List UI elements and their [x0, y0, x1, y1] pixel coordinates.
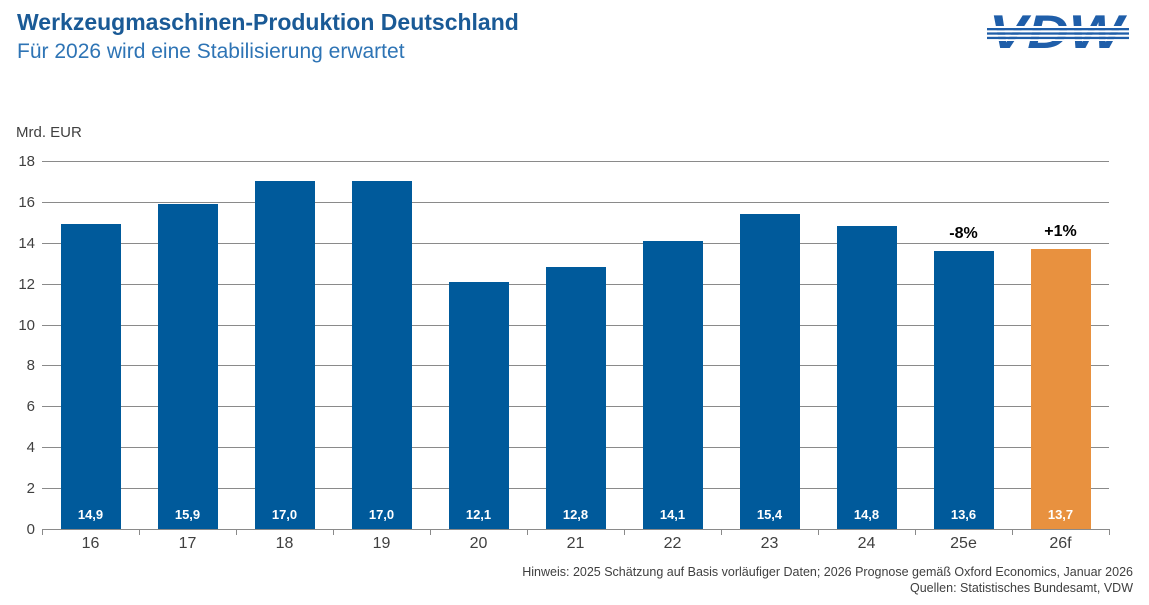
vdw-logo-graphic: VDW [987, 5, 1129, 58]
x-tick-label: 24 [857, 535, 876, 552]
y-tick-label: 10 [18, 316, 35, 334]
y-tick-label: 8 [26, 357, 35, 375]
bar-value-label: 13,7 [1047, 507, 1074, 522]
x-tick-label: 26f [1049, 535, 1072, 552]
x-tick-label: 20 [469, 535, 488, 552]
bar-value-label: 17,0 [368, 507, 395, 522]
y-tick-label: 6 [26, 398, 35, 416]
axis-tick [42, 529, 43, 535]
axis-tick [624, 529, 625, 535]
x-tick-label: 16 [81, 535, 100, 552]
axis-tick [139, 529, 140, 535]
axis-tick [1109, 529, 1110, 535]
vdw-logo: VDW [987, 5, 1129, 58]
bar: 14,1 [642, 240, 703, 529]
bar: 14,8 [836, 226, 897, 529]
y-tick-label: 2 [26, 480, 35, 498]
y-tick-label: 4 [26, 439, 35, 457]
y-tick-label: 18 [18, 153, 35, 170]
bar: 15,4 [739, 214, 800, 529]
page-subtitle: Für 2026 wird eine Stabilisierung erwart… [17, 40, 405, 63]
bar-value-label: 15,9 [174, 507, 201, 522]
axis-tick [430, 529, 431, 535]
footnote: Hinweis: 2025 Schätzung auf Basis vorläu… [522, 564, 1133, 596]
axis-tick [1012, 529, 1013, 535]
bar-value-label: 13,6 [950, 507, 977, 522]
footnote-quellen: Quellen: Statistisches Bundesamt, VDW [909, 581, 1133, 595]
bar-value-label: 12,1 [465, 507, 492, 522]
bar: 15,9 [157, 203, 218, 529]
bar-value-label: 17,0 [271, 507, 298, 522]
bar: 13,7 [1030, 248, 1091, 529]
bar-value-label: 14,1 [659, 507, 686, 522]
bar-value-label: 14,9 [77, 507, 104, 522]
vdw-logo-stripes [987, 26, 1129, 41]
axis-tick [236, 529, 237, 535]
gridline [42, 242, 1109, 244]
bar: 14,9 [60, 224, 121, 529]
x-tick-label: 23 [760, 535, 779, 552]
bar-value-label: 15,4 [756, 507, 783, 522]
axis-tick [818, 529, 819, 535]
y-tick-label: 0 [26, 521, 35, 538]
axis-tick [721, 529, 722, 535]
bar: 12,8 [545, 267, 606, 529]
x-tick-label: 21 [566, 535, 585, 552]
bar-annotation: +1% [1044, 222, 1077, 240]
x-tick-label: 17 [178, 535, 197, 552]
x-tick-label: 25e [950, 535, 977, 552]
gridline [42, 201, 1109, 203]
x-tick-label: 22 [663, 535, 682, 552]
footnote-hinweis: Hinweis: 2025 Schätzung auf Basis vorläu… [522, 565, 1133, 579]
gridline [42, 529, 1109, 530]
x-tick-label: 19 [372, 535, 391, 552]
bar-value-label: 14,8 [853, 507, 880, 522]
bar: 13,6 [933, 250, 994, 529]
bar: 12,1 [448, 281, 509, 529]
bar-value-label: 12,8 [562, 507, 589, 522]
gridline [42, 161, 1109, 162]
axis-tick [333, 529, 334, 535]
bar: 17,0 [351, 181, 412, 529]
y-tick-label: 16 [18, 193, 35, 211]
axis-tick [915, 529, 916, 535]
axis-tick [527, 529, 528, 535]
chart-plot-area: 14,9 15,9 17,0 17,0 12,1 12,8 14,1 15,4 14,8 13,6… [42, 161, 1110, 535]
bar: 17,0 [254, 181, 315, 529]
x-tick-label: 18 [275, 535, 294, 552]
page-title: Werkzeugmaschinen-Produktion Deutschland [17, 9, 519, 35]
y-tick-label: 14 [18, 234, 35, 252]
y-tick-label: 12 [18, 275, 35, 293]
y-axis-unit-label: Mrd. EUR [16, 124, 82, 141]
bar-annotation: -8% [949, 224, 978, 242]
